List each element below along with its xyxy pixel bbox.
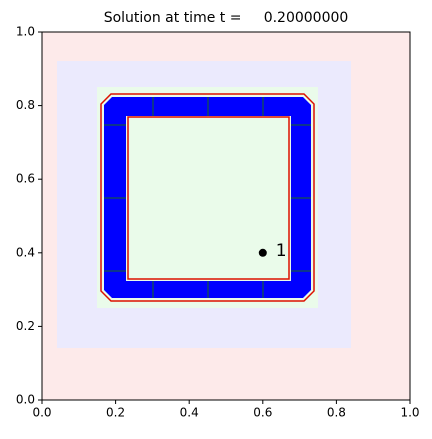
inner-region (97, 87, 318, 308)
x-tick-label: 0.4 (180, 406, 199, 420)
ring-grid (104, 97, 311, 298)
x-tick-label: 0.8 (327, 406, 346, 420)
x-tick-label: 0.2 (106, 406, 125, 420)
chart-title: Solution at time t = 0.20000000 (104, 10, 349, 26)
x-tick-label: 1.0 (400, 406, 419, 420)
x-tick-label: 0.0 (32, 406, 51, 420)
y-tick-label: 0.6 (16, 172, 35, 186)
inner-boundary (127, 116, 290, 280)
y-tick-label: 1.0 (16, 25, 35, 39)
y-tick-label: 0.0 (16, 393, 35, 407)
point (258, 248, 267, 257)
outer-boundary (100, 93, 315, 302)
y-tick-label: 0.8 (16, 98, 35, 112)
y-tick-label: 0.4 (16, 245, 35, 259)
ring (104, 97, 311, 298)
point-label: 1 (276, 241, 287, 261)
x-tick-label: 0.6 (253, 406, 272, 420)
y-tick-label: 0.2 (16, 319, 35, 333)
axes-frame (41, 31, 411, 401)
